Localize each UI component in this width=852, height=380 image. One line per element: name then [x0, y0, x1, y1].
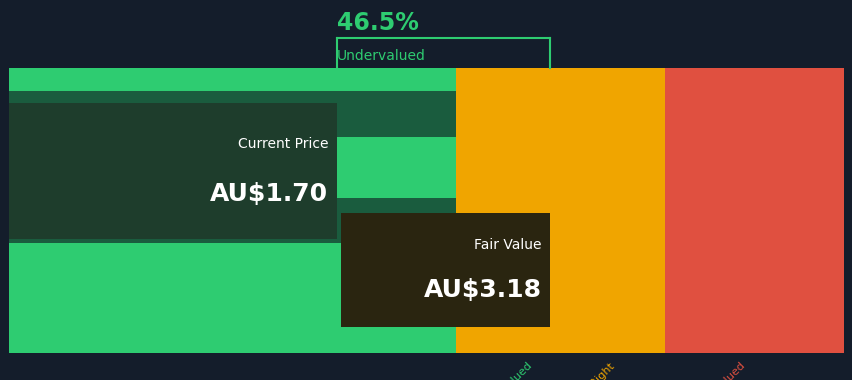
Text: 46.5%: 46.5% — [337, 11, 418, 35]
Bar — [9, 198, 456, 243]
Text: 20% Undervalued: 20% Undervalued — [456, 361, 533, 380]
Bar — [9, 103, 337, 239]
Text: AU$1.70: AU$1.70 — [210, 182, 328, 206]
Bar — [665, 68, 843, 353]
Text: AU$3.18: AU$3.18 — [423, 278, 541, 302]
Text: Undervalued: Undervalued — [337, 49, 425, 63]
Bar — [341, 213, 550, 327]
Text: Fair Value: Fair Value — [474, 238, 541, 252]
Text: Current Price: Current Price — [238, 137, 328, 150]
Bar — [9, 91, 456, 137]
Text: About Right: About Right — [562, 361, 616, 380]
Text: 20% Overvalued: 20% Overvalued — [673, 361, 746, 380]
Bar — [456, 68, 665, 353]
Bar — [9, 68, 456, 353]
